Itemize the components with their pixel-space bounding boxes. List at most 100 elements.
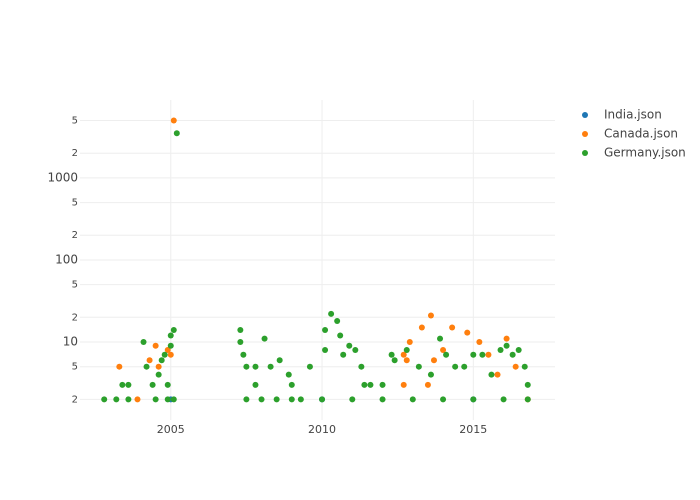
point bbox=[379, 381, 386, 388]
point bbox=[240, 351, 247, 358]
point bbox=[140, 338, 147, 345]
point bbox=[485, 351, 492, 358]
point bbox=[134, 396, 141, 403]
x-tick-label: 2015 bbox=[459, 423, 487, 436]
point bbox=[258, 396, 265, 403]
point bbox=[461, 363, 468, 370]
point bbox=[261, 335, 268, 342]
point bbox=[322, 327, 329, 334]
legend-label: Canada.json bbox=[604, 127, 678, 141]
y-tick-label: 5 bbox=[72, 116, 78, 127]
y-tick-label: 2 bbox=[72, 312, 78, 323]
point bbox=[243, 396, 250, 403]
point bbox=[116, 363, 123, 370]
point bbox=[400, 351, 407, 358]
point bbox=[509, 351, 516, 358]
point bbox=[352, 346, 359, 353]
point bbox=[427, 312, 434, 319]
y-tick-label: 5 bbox=[72, 362, 78, 373]
point bbox=[288, 396, 295, 403]
point bbox=[497, 346, 504, 353]
point bbox=[440, 346, 447, 353]
point bbox=[403, 346, 410, 353]
point bbox=[524, 381, 531, 388]
point bbox=[276, 357, 283, 364]
point bbox=[403, 357, 410, 364]
point bbox=[349, 396, 356, 403]
y-tick-label: 2 bbox=[72, 394, 78, 405]
point bbox=[443, 351, 450, 358]
legend-marker bbox=[582, 112, 588, 118]
point bbox=[152, 342, 159, 349]
point bbox=[340, 351, 347, 358]
point bbox=[101, 396, 108, 403]
y-tick-label: 100 bbox=[55, 252, 78, 266]
point bbox=[430, 357, 437, 364]
point bbox=[149, 381, 156, 388]
point bbox=[358, 363, 365, 370]
point bbox=[361, 381, 368, 388]
point bbox=[346, 342, 353, 349]
point bbox=[391, 357, 398, 364]
point bbox=[319, 396, 326, 403]
point bbox=[167, 342, 174, 349]
point bbox=[170, 396, 177, 403]
point bbox=[237, 338, 244, 345]
point bbox=[164, 396, 171, 403]
point bbox=[524, 396, 531, 403]
point bbox=[155, 363, 162, 370]
point bbox=[173, 130, 180, 137]
point bbox=[155, 371, 162, 378]
point bbox=[512, 363, 519, 370]
point bbox=[379, 396, 386, 403]
point bbox=[125, 381, 132, 388]
point bbox=[158, 357, 165, 364]
point bbox=[237, 327, 244, 334]
point bbox=[500, 396, 507, 403]
point bbox=[328, 310, 335, 317]
point bbox=[440, 396, 447, 403]
point bbox=[170, 327, 177, 334]
point bbox=[406, 338, 413, 345]
point bbox=[449, 324, 456, 331]
point bbox=[424, 381, 431, 388]
point bbox=[415, 363, 422, 370]
point bbox=[334, 318, 341, 325]
point bbox=[437, 335, 444, 342]
y-tick-label: 2 bbox=[72, 230, 78, 241]
legend-marker bbox=[582, 131, 588, 137]
x-tick-label: 2005 bbox=[157, 423, 185, 436]
point bbox=[252, 381, 259, 388]
point bbox=[167, 332, 174, 339]
point bbox=[503, 335, 510, 342]
point bbox=[119, 381, 126, 388]
point bbox=[337, 332, 344, 339]
point bbox=[464, 329, 471, 336]
point bbox=[288, 381, 295, 388]
legend-marker bbox=[582, 150, 588, 156]
point bbox=[125, 396, 132, 403]
point bbox=[306, 363, 313, 370]
point bbox=[267, 363, 274, 370]
point bbox=[409, 396, 416, 403]
point bbox=[243, 363, 250, 370]
point bbox=[297, 396, 304, 403]
point bbox=[164, 381, 171, 388]
point bbox=[167, 351, 174, 358]
point bbox=[503, 342, 510, 349]
point bbox=[418, 324, 425, 331]
point bbox=[170, 117, 177, 124]
point bbox=[113, 396, 120, 403]
point bbox=[470, 396, 477, 403]
point bbox=[285, 371, 292, 378]
point bbox=[146, 357, 153, 364]
y-tick-label: 10 bbox=[63, 334, 78, 348]
point bbox=[322, 346, 329, 353]
y-tick-label: 5 bbox=[72, 280, 78, 291]
point bbox=[452, 363, 459, 370]
point bbox=[521, 363, 528, 370]
point bbox=[152, 396, 159, 403]
point bbox=[427, 371, 434, 378]
legend-label: Germany.json bbox=[604, 146, 686, 160]
